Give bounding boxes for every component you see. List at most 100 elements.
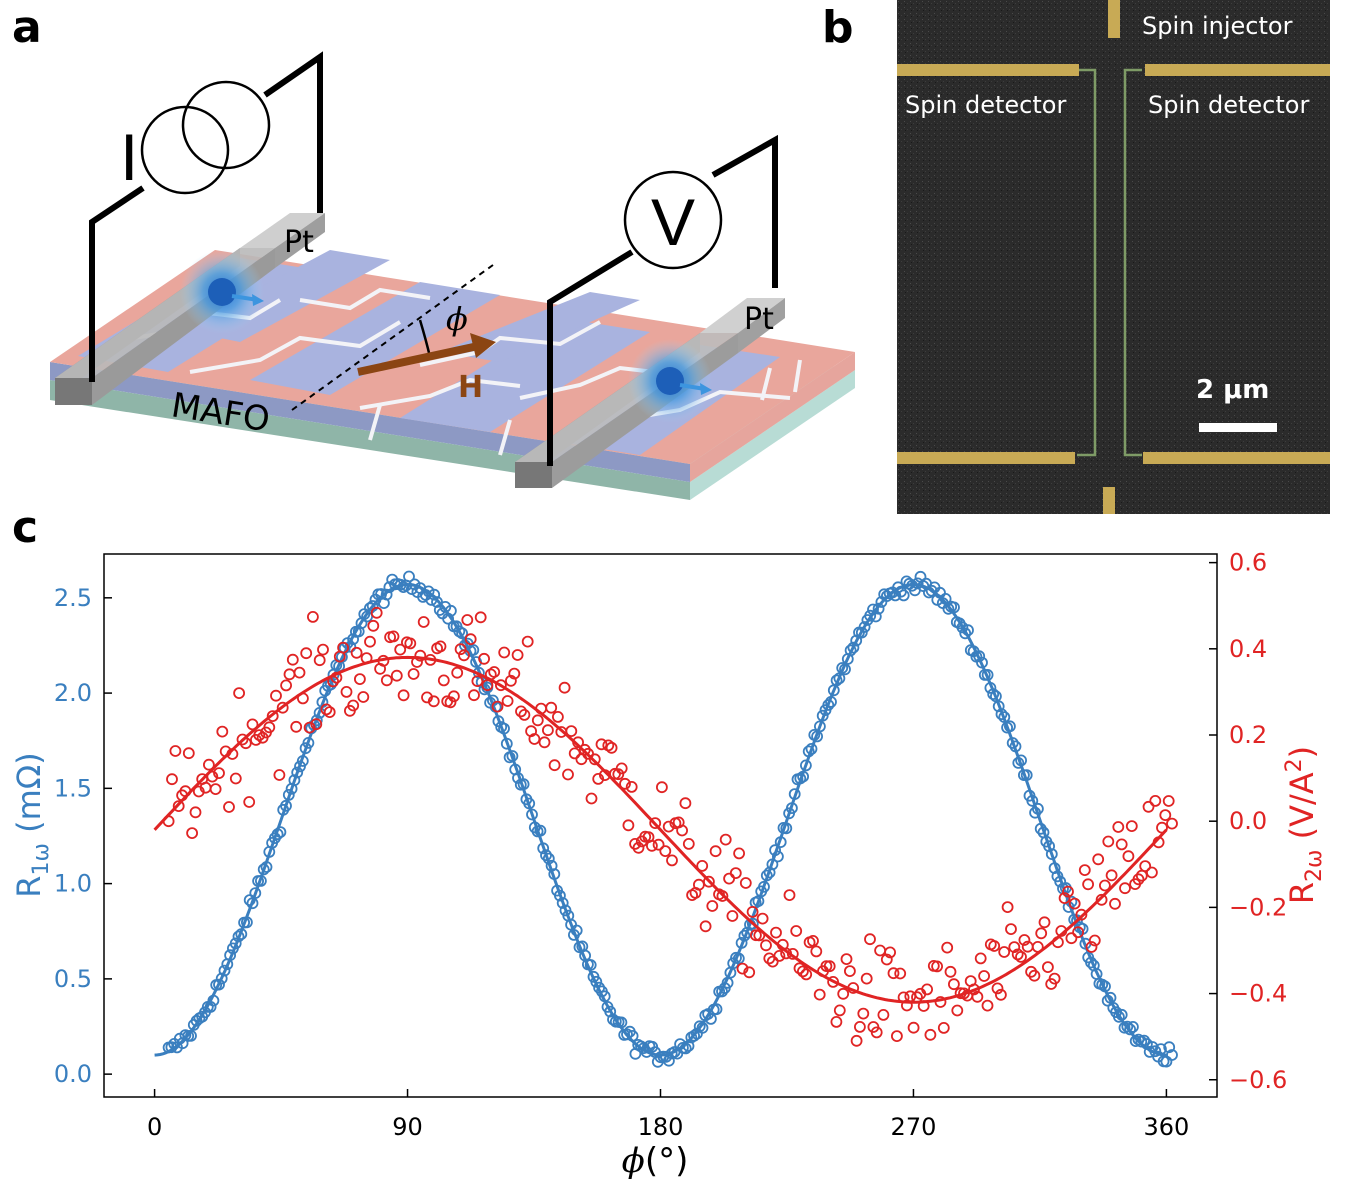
data-point [850, 634, 863, 647]
panel-label-c: c [12, 502, 39, 553]
data-point [723, 872, 735, 885]
data-point [733, 847, 745, 860]
y-right-tick-label: −0.6 [1229, 1066, 1287, 1094]
data-point [317, 643, 329, 656]
data-point [538, 736, 551, 749]
data-point [350, 646, 363, 659]
data-point [447, 690, 460, 703]
data-point [813, 988, 826, 1001]
data-point [233, 687, 246, 699]
y-right-tick-label: 0.6 [1229, 549, 1267, 577]
data-point [1062, 885, 1074, 898]
data-point [290, 720, 303, 733]
data-point [907, 1021, 920, 1034]
data-point [619, 777, 631, 790]
x-tick-label: 0 [147, 1113, 162, 1141]
data-point [649, 817, 662, 829]
data-point [998, 946, 1011, 958]
data-point [1015, 951, 1027, 963]
easy-axis-dashed-line [291, 264, 494, 411]
data-point [521, 635, 534, 648]
data-point [1008, 941, 1021, 953]
data-point [403, 570, 415, 583]
r1ω-data [162, 570, 1178, 1068]
data-point [1065, 932, 1078, 945]
data-point [820, 960, 833, 972]
data-point [941, 941, 954, 954]
data-point [397, 689, 410, 702]
data-point [1028, 969, 1041, 982]
angle-label: ϕ [446, 300, 468, 338]
data-point [880, 953, 893, 966]
x-tick-label: 180 [638, 1113, 684, 1141]
data-point [800, 968, 813, 981]
data-point [1099, 879, 1111, 892]
data-point [814, 720, 826, 733]
data-point [679, 797, 692, 810]
y-left-tick-label: 2.5 [54, 584, 92, 612]
data-point [1068, 897, 1081, 910]
data-point [632, 841, 645, 854]
data-point [558, 681, 571, 694]
y-left-tick-label: 1.0 [54, 870, 92, 898]
data-point [790, 925, 803, 937]
voltage-wires [547, 134, 778, 466]
data-point [800, 759, 812, 772]
data-point [1018, 934, 1031, 946]
y-axis-left-label: R1ω (mΩ) [10, 752, 54, 897]
device-schematic: I V Pt Pt ϕ H MAFO [50, 51, 855, 500]
data-point [766, 955, 779, 968]
current-wires [89, 51, 323, 382]
fit-curve [154, 582, 1167, 1057]
data-point [847, 641, 860, 654]
data-point [602, 739, 615, 752]
gold-electrodes [897, 0, 1330, 514]
data-point [622, 819, 635, 832]
data-point [864, 933, 876, 946]
data-point [213, 767, 225, 779]
data-point [236, 733, 249, 746]
data-point [407, 668, 420, 680]
data-point [833, 1004, 846, 1017]
data-point [995, 988, 1007, 1001]
data-point [662, 820, 675, 833]
data-point [504, 674, 517, 687]
data-point [1072, 926, 1084, 939]
data-point [605, 741, 618, 754]
y-left-tick-label: 0.0 [54, 1060, 92, 1088]
data-point [858, 621, 871, 633]
data-point [823, 960, 836, 973]
data-point [1125, 820, 1138, 832]
data-point [604, 1005, 617, 1018]
data-point [575, 753, 588, 766]
data-point [652, 838, 665, 851]
data-point [1075, 908, 1088, 921]
data-point [310, 718, 323, 731]
data-point [273, 769, 286, 781]
data-point [434, 640, 447, 653]
data-point [666, 854, 678, 867]
data-point [844, 965, 856, 977]
data-point [531, 714, 544, 727]
voltmeter-circle [623, 170, 723, 270]
data-point [1005, 923, 1017, 935]
data-point [286, 653, 299, 666]
data-point [488, 666, 501, 678]
data-point [552, 711, 564, 723]
data-point [1121, 1020, 1134, 1033]
y-right-tick-label: −0.4 [1229, 980, 1287, 1008]
data-point [306, 611, 319, 623]
data-point [840, 953, 853, 965]
data-point [1096, 978, 1109, 991]
data-point [726, 910, 739, 922]
data-point [595, 738, 608, 751]
data-point [1095, 893, 1108, 906]
field-arrow [357, 333, 496, 376]
data-point [676, 824, 688, 837]
data-point [390, 669, 403, 682]
data-point [760, 939, 772, 952]
data-point [854, 1021, 866, 1033]
data-point [729, 867, 742, 879]
data-point [451, 666, 464, 679]
data-point [387, 630, 400, 643]
